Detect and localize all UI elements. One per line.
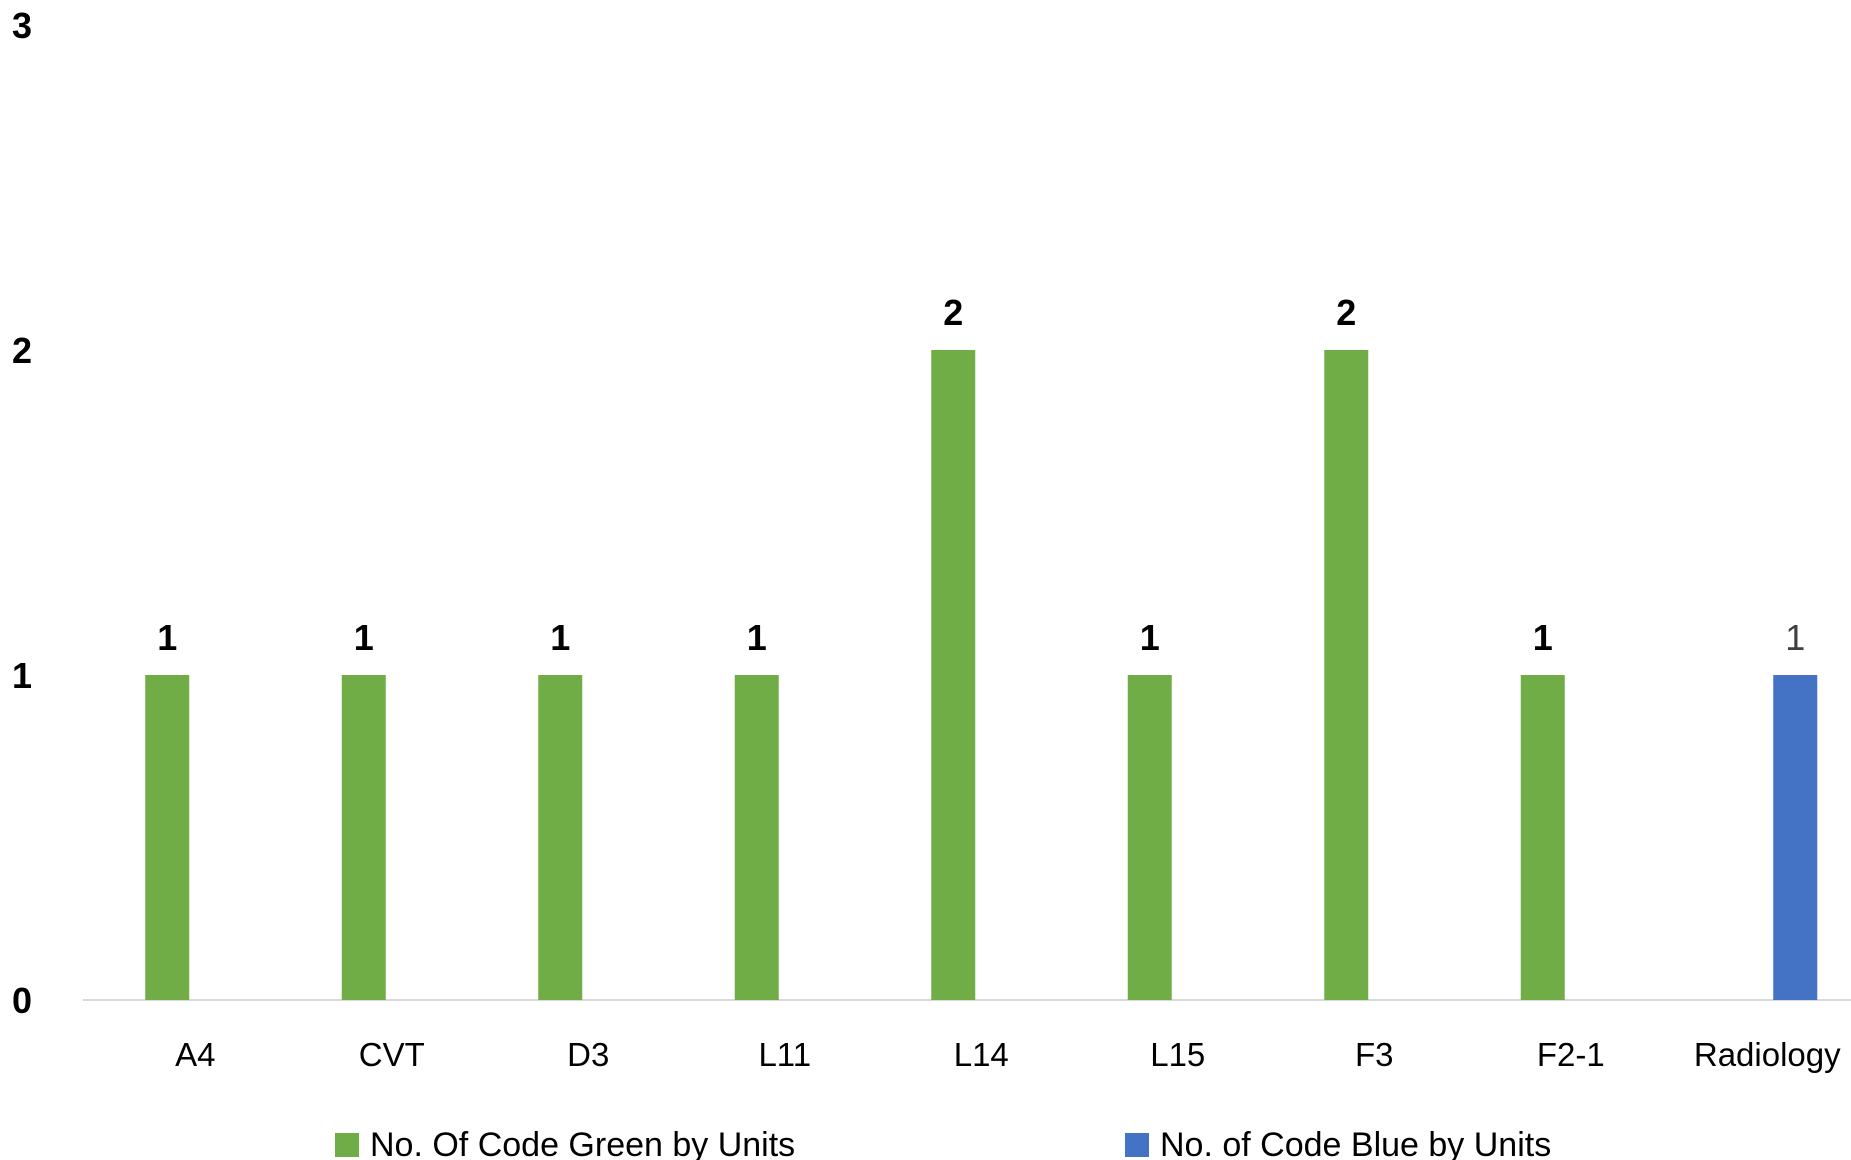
bar-code-green xyxy=(1127,675,1172,1000)
data-label: 2 xyxy=(1336,292,1356,333)
bar-code-green xyxy=(145,675,190,1000)
x-tick-label: L15 xyxy=(1150,1036,1205,1073)
legend-label: No. of Code Blue by Units xyxy=(1160,1126,1551,1160)
data-label: 1 xyxy=(354,617,374,658)
data-label: 1 xyxy=(1785,617,1805,658)
y-tick-label: 2 xyxy=(12,330,32,371)
data-label: 1 xyxy=(550,617,570,658)
data-label: 1 xyxy=(747,617,767,658)
y-axis-ticks: 0 1 2 3 xyxy=(12,5,32,1021)
bar-code-green xyxy=(1520,675,1565,1000)
legend-swatch xyxy=(335,1133,359,1157)
x-axis-ticks: A4 CVT D3 L11 L14 L15 F3 F2-1 Radiology xyxy=(175,1036,1841,1073)
bars xyxy=(145,350,1818,1000)
data-label: 2 xyxy=(943,292,963,333)
bar-code-blue xyxy=(1773,675,1818,1000)
data-labels: 1 1 1 1 2 1 2 1 1 xyxy=(157,292,1805,658)
x-tick-label: F3 xyxy=(1355,1036,1394,1073)
bar-code-green xyxy=(1324,350,1369,1000)
x-tick-label: CVT xyxy=(359,1036,425,1073)
x-tick-label: L11 xyxy=(758,1036,811,1073)
y-tick-label: 1 xyxy=(12,655,32,696)
x-tick-label: Radiology xyxy=(1694,1036,1841,1073)
y-tick-label: 3 xyxy=(12,5,32,46)
bar-code-green xyxy=(538,675,583,1000)
bar-code-green xyxy=(734,675,779,1000)
bar-code-green xyxy=(931,350,976,1000)
legend-swatch xyxy=(1125,1133,1149,1157)
data-label: 1 xyxy=(1533,617,1553,658)
x-tick-label: L14 xyxy=(954,1036,1009,1073)
legend-label: No. Of Code Green by Units xyxy=(370,1126,795,1160)
x-tick-label: F2-1 xyxy=(1537,1036,1605,1073)
y-tick-label: 0 xyxy=(12,980,32,1021)
data-label: 1 xyxy=(1140,617,1160,658)
legend: No. Of Code Green by Units No. of Code Bl… xyxy=(335,1126,1551,1160)
data-label: 1 xyxy=(157,617,177,658)
bar-code-green xyxy=(341,675,386,1000)
x-tick-label: A4 xyxy=(175,1036,215,1073)
x-tick-label: D3 xyxy=(567,1036,609,1073)
